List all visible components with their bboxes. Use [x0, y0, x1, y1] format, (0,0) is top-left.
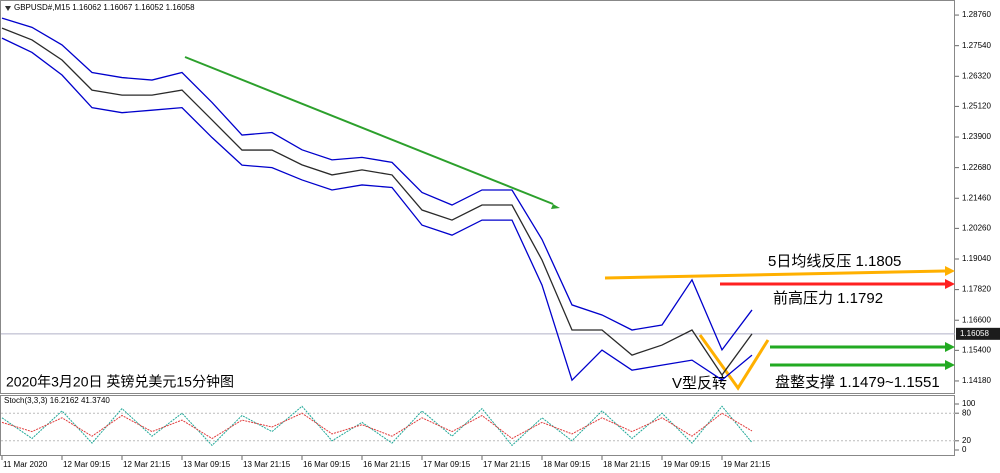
v-shape	[698, 334, 770, 391]
y-tick-label: 20	[962, 436, 971, 445]
y-tick-label: 80	[962, 408, 971, 417]
y-tick-label: 1.16600	[962, 315, 991, 324]
y-tick-label: 1.22680	[962, 163, 991, 172]
annotation: V型反转	[672, 375, 727, 392]
x-tick-label: 11 Mar 2020	[3, 460, 48, 469]
x-tick-label: 19 Mar 09:15	[663, 460, 711, 469]
x-tick-label: 12 Mar 09:15	[63, 460, 111, 469]
y-tick-label: 1.21460	[962, 193, 991, 202]
y-tick-label: 1.17820	[962, 285, 991, 294]
current-price-box	[956, 327, 1000, 340]
y-tick-label: 1.20260	[962, 223, 991, 232]
annotation: 盘整支撑 1.1479~1.1551	[775, 373, 940, 391]
x-tick-label: 16 Mar 21:15	[363, 460, 411, 469]
x-tick-label: 18 Mar 21:15	[603, 460, 651, 469]
series-line	[1, 27, 753, 377]
y-tick-label: 0	[962, 445, 967, 454]
chart-title: GBPUSD#,M15 1.16062 1.16067 1.16052 1.16…	[14, 3, 195, 12]
level-arrowhead	[945, 279, 955, 289]
level-arrowhead	[945, 342, 955, 352]
symbol-icon	[5, 6, 11, 11]
x-tick-label: 13 Mar 09:15	[183, 460, 231, 469]
y-tick-label: 1.23900	[962, 132, 991, 141]
x-tick-label: 17 Mar 09:15	[423, 460, 471, 469]
current-price-label: 1.16058	[960, 329, 989, 338]
x-tick-label: 17 Mar 21:15	[483, 460, 531, 469]
trend-arrow	[551, 204, 560, 209]
series-line	[1, 412, 753, 440]
y-tick-label: 1.27540	[962, 41, 991, 50]
trend-line	[184, 56, 554, 205]
level-arrowhead	[945, 266, 955, 276]
main-frame	[0, 0, 955, 394]
x-tick-label: 18 Mar 09:15	[543, 460, 591, 469]
level-arrowhead	[945, 360, 955, 370]
series-line	[1, 405, 753, 447]
y-tick-label: 100	[962, 399, 976, 408]
level-arrow	[604, 269, 946, 280]
series-line	[1, 17, 753, 352]
series-line	[1, 37, 753, 382]
x-tick-label: 16 Mar 09:15	[303, 460, 351, 469]
stoch-title: Stoch(3,3,3) 16.2162 41.3740	[4, 396, 110, 405]
chart-subtitle: 2020年3月20日 英镑兑美元15分钟图	[6, 374, 234, 390]
stoch-frame	[0, 395, 955, 456]
x-tick-label: 13 Mar 21:15	[243, 460, 291, 469]
y-tick-label: 1.19040	[962, 254, 991, 263]
y-tick-label: 1.26320	[962, 71, 991, 80]
y-tick-label: 1.28760	[962, 10, 991, 19]
annotation: 5日均线反压 1.1805	[768, 253, 901, 270]
x-tick-label: 12 Mar 21:15	[123, 460, 171, 469]
annotation: 前高压力 1.1792	[773, 290, 883, 307]
x-tick-label: 19 Mar 21:15	[723, 460, 771, 469]
y-tick-label: 1.14180	[962, 376, 991, 385]
y-tick-label: 1.15400	[962, 345, 991, 354]
y-tick-label: 1.25120	[962, 102, 991, 111]
